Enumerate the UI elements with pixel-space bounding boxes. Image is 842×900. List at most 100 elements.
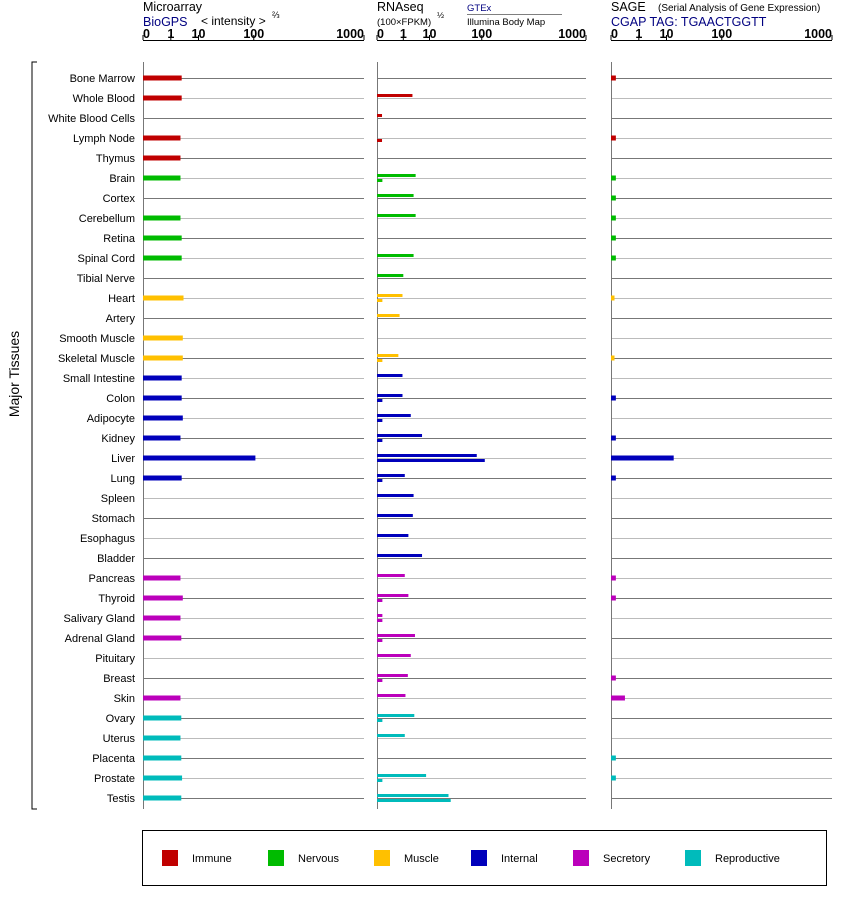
legend-label-internal: Internal (501, 853, 538, 865)
y-axis-bracket (31, 61, 37, 810)
bar-sage-placenta (611, 755, 616, 761)
bar-rnaseq-ibm-prostate (377, 779, 383, 782)
tick-label: 1000 (336, 27, 364, 41)
bar-microarray-uterus (143, 735, 181, 741)
microarray-title: Microarray (143, 0, 203, 14)
bar-rnaseq-ibm-skeletal-muscle (377, 359, 383, 362)
microarray-source: BioGPS (143, 15, 187, 29)
tick-label: 0 (377, 27, 384, 41)
bar-sage-kidney (611, 435, 616, 441)
bar-sage-cerebellum (611, 215, 616, 221)
tissue-label-adrenal-gland: Adrenal Gland (65, 633, 135, 645)
tissue-label-brain: Brain (109, 173, 135, 185)
bar-rnaseq-gtex-pituitary (377, 654, 411, 657)
bar-microarray-retina (143, 235, 182, 241)
tissue-label-artery: Artery (106, 313, 136, 325)
bar-rnaseq-gtex-bladder (377, 554, 423, 557)
tissue-label-stomach: Stomach (92, 513, 135, 525)
bar-rnaseq-ibm-adrenal-gland (377, 639, 383, 642)
bar-microarray-testis (143, 795, 182, 801)
bar-microarray-pancreas (143, 575, 181, 581)
bar-rnaseq-ibm-kidney (377, 439, 383, 442)
bar-microarray-cerebellum (143, 215, 181, 221)
legend-swatch-reproductive (685, 850, 701, 866)
tick-label: 100 (243, 27, 264, 41)
tissue-label-prostate: Prostate (94, 773, 135, 785)
bar-sage-spinal-cord (611, 255, 616, 261)
bar-sage-retina (611, 235, 616, 241)
bar-rnaseq-gtex-liver (377, 454, 477, 457)
rnaseq-unit-exp: ½ (437, 10, 444, 20)
bar-rnaseq-gtex-ovary (377, 714, 415, 717)
tissue-labels: Bone Marrow Whole Blood White Blood Cells L… (48, 73, 136, 805)
tissue-label-white-blood-cells: White Blood Cells (48, 113, 135, 125)
rnaseq-unit-label: (100×FPKM) (377, 17, 431, 28)
tissue-label-breast: Breast (103, 673, 135, 685)
tissue-label-colon: Colon (106, 393, 135, 405)
legend-label-nervous: Nervous (298, 853, 339, 865)
bar-microarray-ovary (143, 715, 182, 721)
bar-sage-skin (611, 695, 625, 701)
rnaseq-title: RNAseq (377, 0, 424, 14)
bar-microarray-lung (143, 475, 182, 481)
bar-rnaseq-gtex-skin (377, 694, 406, 697)
bar-microarray-bone-marrow (143, 75, 182, 81)
bar-sage-heart (611, 295, 615, 301)
bar-microarray-placenta (143, 755, 182, 761)
legend-label-immune: Immune (192, 853, 232, 865)
bar-rnaseq-gtex-pancreas (377, 574, 405, 577)
bar-microarray-skeletal-muscle (143, 355, 183, 361)
bar-rnaseq-gtex-salivary-gland (377, 614, 383, 617)
tissue-label-placenta: Placenta (92, 753, 136, 765)
tissue-label-small-intestine: Small Intestine (63, 373, 135, 385)
bar-microarray-thymus (143, 155, 181, 161)
bar-sage-colon (611, 395, 616, 401)
bar-microarray-lymph-node (143, 135, 181, 141)
bar-rnaseq-gtex-cortex (377, 194, 414, 197)
tissue-label-spinal-cord: Spinal Cord (78, 253, 135, 265)
bar-rnaseq-ibm-heart (377, 299, 383, 302)
bar-sage-cortex (611, 195, 616, 201)
bar-sage-bone-marrow (611, 75, 616, 81)
bar-sage-thyroid (611, 595, 616, 601)
tissue-label-retina: Retina (103, 233, 136, 245)
bar-rnaseq-ibm-liver (377, 459, 485, 462)
bar-microarray-adrenal-gland (143, 635, 182, 641)
bar-rnaseq-gtex-spleen (377, 494, 414, 497)
bar-rnaseq-gtex-small-intestine (377, 374, 403, 377)
tissue-label-salivary-gland: Salivary Gland (63, 613, 135, 625)
tissue-label-ovary: Ovary (106, 713, 136, 725)
bar-rnaseq-gtex-adrenal-gland (377, 634, 415, 637)
bar-rnaseq-ibm-salivary-gland (377, 619, 383, 622)
tick-label: 100 (471, 27, 492, 41)
tissue-label-thyroid: Thyroid (98, 593, 135, 605)
bar-microarray-spinal-cord (143, 255, 182, 261)
legend-label-secretory: Secretory (603, 853, 651, 865)
bar-rnaseq-gtex-stomach (377, 514, 413, 517)
bar-sage-prostate (611, 775, 616, 781)
legend-swatch-muscle (374, 850, 390, 866)
rnaseq-legend-gtex: GTEx (467, 3, 492, 14)
bar-rnaseq-ibm-breast (377, 679, 383, 682)
bar-microarray-small-intestine (143, 375, 182, 381)
bar-sage-skeletal-muscle (611, 355, 615, 361)
bar-sage-lung (611, 475, 616, 481)
bar-rnaseq-ibm-testis (377, 799, 451, 802)
bar-rnaseq-gtex-skeletal-muscle (377, 354, 399, 357)
bar-microarray-brain (143, 175, 181, 181)
panel-sage: 0 1 10 100 1000 (610, 27, 833, 809)
tissue-label-uterus: Uterus (103, 733, 136, 745)
bar-microarray-thyroid (143, 595, 183, 601)
bar-sage-liver (611, 455, 674, 461)
tick-label: 10 (423, 27, 437, 41)
tissue-label-cortex: Cortex (103, 193, 136, 205)
tick-label: 1 (400, 27, 407, 41)
bar-rnaseq-gtex-breast (377, 674, 408, 677)
bar-sage-lymph-node (611, 135, 616, 141)
tissue-label-thymus: Thymus (96, 153, 136, 165)
tissue-label-pancreas: Pancreas (89, 573, 136, 585)
bar-rnaseq-gtex-prostate (377, 774, 427, 777)
legend-swatch-immune (162, 850, 178, 866)
panel-microarray: 0 1 10 100 1000 (142, 27, 365, 809)
